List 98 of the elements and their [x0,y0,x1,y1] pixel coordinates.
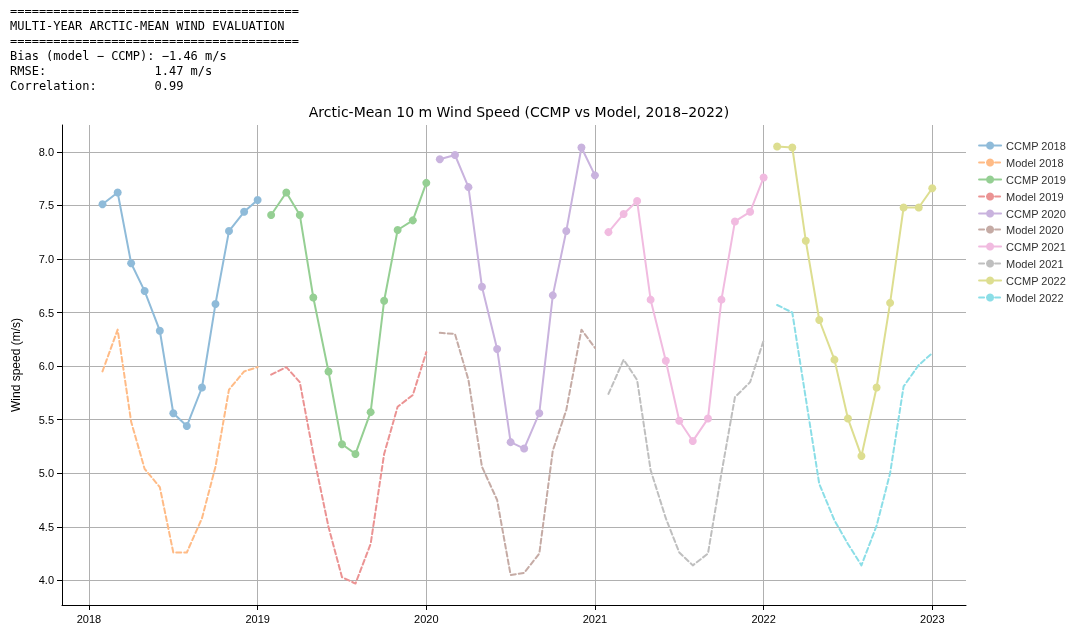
point [759,173,768,182]
legend-label: CCMP 2019 [1006,173,1066,186]
point [127,259,136,268]
text: RMSE: 1.47 m/s [10,64,214,79]
y-tick-label: 4.5 [38,520,54,533]
x-tick-label: 2022 [751,612,776,625]
point [464,183,473,192]
point [197,383,206,392]
point [295,211,304,219]
x-tick-label: 2023 [920,612,945,625]
point [253,196,262,204]
point [435,155,444,164]
point [380,296,389,305]
point [535,409,544,418]
line-series [270,351,428,585]
x-tick-label: 2020 [414,612,439,625]
text: Correlation: 0.99 [10,79,185,94]
point [450,151,459,159]
point [309,293,318,302]
y-axis-title: Wind speed (m/s) [9,317,23,413]
point [155,326,164,335]
point [914,203,923,212]
y-tick-label: 8.0 [38,145,54,158]
point [224,227,233,236]
y-tick-label: 7.0 [38,252,54,265]
point [646,295,655,304]
point [98,200,107,209]
point [928,184,937,193]
point [688,437,697,446]
point [366,408,375,417]
y-tick-label: 4.0 [38,574,54,587]
line-series [607,339,765,567]
point [604,228,613,237]
point [548,291,557,300]
point [477,282,486,291]
point [337,440,346,449]
point [393,226,402,234]
point [324,367,333,376]
point [493,344,502,353]
point [746,207,755,216]
line-series [438,328,596,576]
point [801,236,810,245]
point [113,188,122,197]
point [351,449,360,458]
point [717,295,726,304]
point [815,316,824,324]
legend-label: CCMP 2018 [1006,139,1066,152]
y-tick-label: 6.5 [38,306,54,319]
point [899,203,908,212]
point [408,216,417,225]
point [675,416,684,425]
legend-label: Model 2018 [1006,156,1064,169]
point [182,422,191,431]
chart-title: Arctic-Mean 10 m Wind Speed (CCMP vs Model, 2018–2022) [308,104,730,120]
point [872,383,881,392]
point [590,171,599,180]
point [633,197,642,206]
text: ======================================== [10,34,299,49]
legend-label: CCMP 2020 [1006,207,1066,220]
point [240,207,249,216]
point [282,188,291,197]
point [169,409,178,418]
legend-label: Model 2019 [1006,190,1064,203]
point [422,178,431,187]
point [267,211,276,219]
point [140,287,149,296]
x-tick-label: 2021 [582,612,608,625]
point [788,143,797,152]
point [830,355,839,364]
point [857,452,866,461]
point [730,217,739,226]
line-series [101,328,259,554]
point [520,444,529,453]
point [211,299,220,308]
point [619,209,628,218]
legend-label: CCMP 2022 [1006,274,1066,287]
text: MULTI-YEAR ARCTIC-MEAN WIND EVALUATION [10,19,286,34]
text: Bias (model − CCMP): −1.46 m/s [10,49,228,64]
y-tick-label: 5.5 [38,413,54,426]
point [703,414,712,423]
point [506,438,515,447]
legend-label: CCMP 2021 [1006,240,1066,253]
x-tick-label: 2018 [76,612,102,625]
point [661,356,670,365]
point [577,143,586,152]
point [843,414,852,423]
point [886,298,895,307]
legend-label: Model 2022 [1006,291,1064,304]
line-series [776,304,934,567]
point [562,227,571,236]
x-tick-label: 2019 [245,612,270,625]
legend-label: Model 2020 [1006,223,1064,236]
y-tick-label: 6.0 [38,360,54,373]
y-tick-label: 5.0 [38,467,54,480]
text: ======================================== [10,4,299,19]
legend-label: Model 2021 [1006,257,1064,270]
point [773,142,782,151]
y-tick-label: 7.5 [38,199,54,212]
